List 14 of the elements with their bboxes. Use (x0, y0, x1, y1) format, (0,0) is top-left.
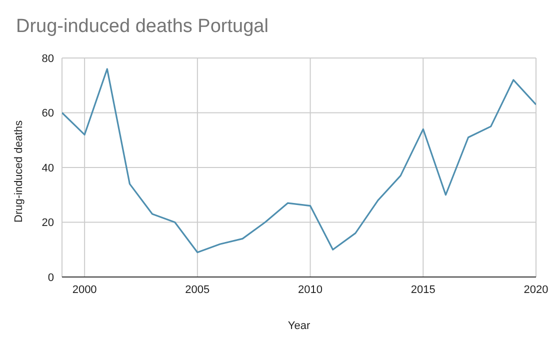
y-axis-title: Drug-induced deaths (12, 120, 25, 222)
y-tick-label: 20 (42, 217, 54, 230)
x-tick-label: 2005 (185, 284, 210, 296)
y-tick-label: 60 (42, 108, 54, 120)
x-tick-label: 2010 (298, 284, 323, 296)
line-series (62, 68, 536, 254)
x-axis-title: Year (288, 320, 310, 332)
x-tick-label: 2015 (410, 284, 436, 296)
y-tick-label: 0 (48, 272, 54, 284)
chart-title: Drug-induced deaths Portugal (16, 16, 268, 38)
x-tick-label: 2000 (72, 284, 97, 296)
y-tick-label: 80 (42, 52, 54, 65)
x-tick-label: 2020 (524, 284, 548, 296)
y-tick-label: 40 (42, 162, 54, 174)
